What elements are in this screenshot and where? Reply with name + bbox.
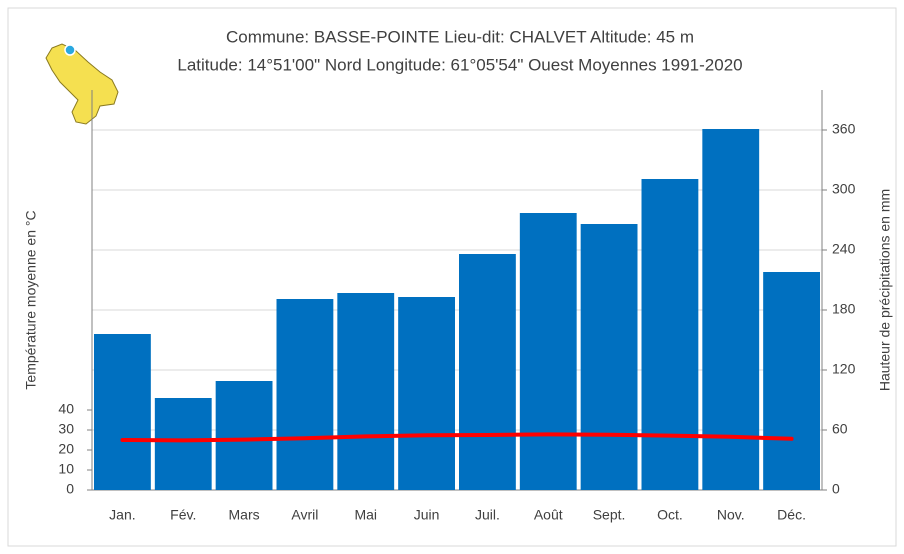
x-tick-label: Nov. xyxy=(717,507,745,523)
bar xyxy=(763,272,820,490)
x-tick-label: Déc. xyxy=(777,507,806,523)
y2-axis-label: Hauteur de précipitations en mm xyxy=(877,189,893,391)
bar xyxy=(215,381,273,490)
y-axis-label: Température moyenne en °C xyxy=(23,210,39,389)
line xyxy=(120,432,794,443)
chart-subtitle: Latitude: 14°51'00" Nord Longitude: 61°0… xyxy=(177,55,742,74)
x-tick-label: Oct. xyxy=(657,507,683,523)
bar xyxy=(702,129,760,490)
y-tick-label: 10 xyxy=(58,461,74,477)
y-tick-label: 20 xyxy=(58,441,74,457)
bar xyxy=(276,299,334,490)
y2-tick-label: 120 xyxy=(832,361,856,377)
y2-tick-label: 240 xyxy=(832,241,856,257)
y2-tick-label: 0 xyxy=(832,481,840,497)
bar xyxy=(580,224,638,490)
x-tick-label: Août xyxy=(534,507,563,523)
bar xyxy=(519,213,577,490)
y-tick-label: 40 xyxy=(58,401,74,417)
x-tick-label: Sept. xyxy=(593,507,626,523)
x-tick-label: Mars xyxy=(229,507,260,523)
bar xyxy=(459,254,516,490)
x-tick-label: Jan. xyxy=(109,507,135,523)
y2-tick-label: 360 xyxy=(832,121,856,137)
y-tick-label: 0 xyxy=(66,481,74,497)
bar xyxy=(94,334,151,490)
y2-tick-label: 300 xyxy=(832,181,856,197)
y2-tick-label: 60 xyxy=(832,421,848,437)
map-icon xyxy=(45,43,119,125)
x-tick-label: Juil. xyxy=(475,507,500,523)
bar xyxy=(641,179,699,490)
chart-title: Commune: BASSE-POINTE Lieu-dit: CHALVET … xyxy=(226,27,694,46)
x-tick-label: Mai xyxy=(354,507,377,523)
y-tick-label: 30 xyxy=(58,421,74,437)
y2-tick-label: 180 xyxy=(832,301,856,317)
x-tick-label: Juin xyxy=(414,507,440,523)
bar xyxy=(154,398,212,490)
x-tick-label: Fév. xyxy=(170,507,196,523)
bar xyxy=(337,293,395,490)
x-tick-label: Avril xyxy=(291,507,318,523)
bar xyxy=(398,297,455,490)
